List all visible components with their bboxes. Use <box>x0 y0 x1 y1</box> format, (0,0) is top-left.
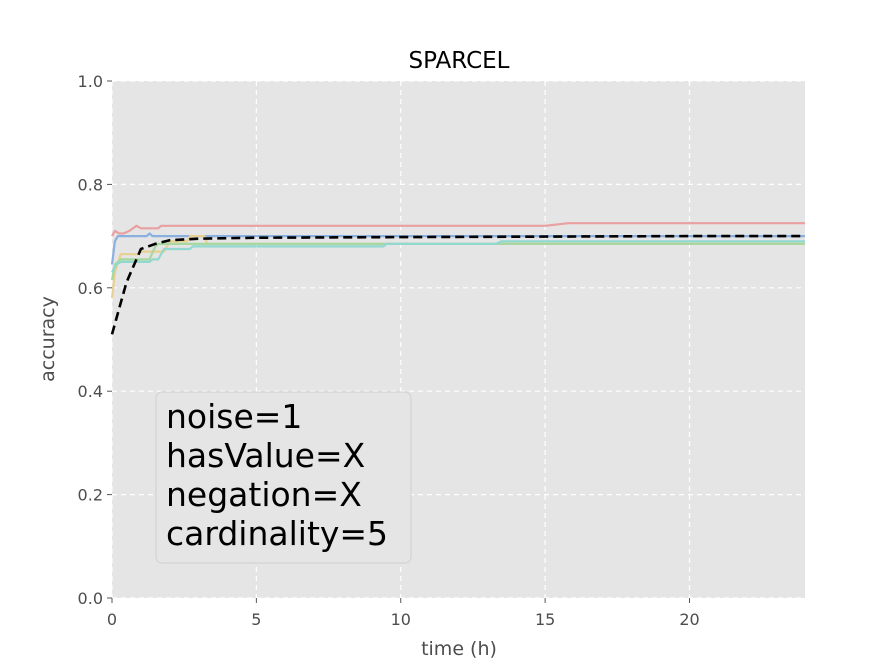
y-tick-label: 1.0 <box>78 72 103 91</box>
x-tick-label: 10 <box>391 610 411 629</box>
y-tick-label: 0.8 <box>78 175 103 194</box>
series-line-run-blue <box>110 232 805 265</box>
y-axis-label: accuracy <box>37 296 59 382</box>
y-tick-label: 0.0 <box>78 589 103 608</box>
series-line-mean <box>110 234 805 335</box>
x-axis-label: time (h) <box>421 638 497 660</box>
annotation-negation: negation=X <box>166 475 362 514</box>
series-line-run-red <box>111 222 805 237</box>
x-tick-label: 15 <box>535 610 555 629</box>
y-tick-label: 0.2 <box>78 486 103 505</box>
annotation-cardinality: cardinality=5 <box>166 514 388 553</box>
gridlines <box>111 80 805 599</box>
series-lines <box>110 222 805 335</box>
series-line-run-green <box>110 242 805 281</box>
x-tick-label: 0 <box>107 610 117 629</box>
y-tick-label: 0.4 <box>78 382 103 401</box>
chart-title: SPARCEL <box>409 48 510 74</box>
y-tick-label: 0.6 <box>78 279 103 298</box>
annotation-hasvalue: hasValue=X <box>166 436 365 475</box>
annotation-noise: noise=1 <box>166 397 302 436</box>
axis-ticks: 0 5 10 15 20 0.0 0.2 0.4 0.6 0.8 1.0 <box>78 72 700 629</box>
x-tick-label: 20 <box>679 610 699 629</box>
x-tick-label: 5 <box>251 610 261 629</box>
annotation-box: noise=1 hasValue=X negation=X cardinalit… <box>155 391 412 564</box>
annotation-frame <box>155 391 412 564</box>
series-line-run-cyan <box>111 240 805 273</box>
